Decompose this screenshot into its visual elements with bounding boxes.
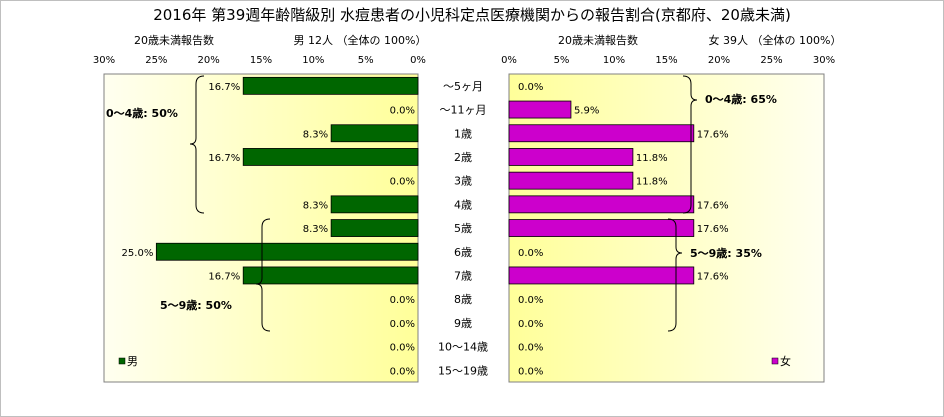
chart-title: 2016年 第39週年齢階級別 水痘患者の小児科定点医療機関からの報告割合(京都… [153,6,791,24]
category-label: 1歳 [454,127,472,140]
category-label: 2歳 [454,151,472,164]
category-label: 9歳 [454,317,472,330]
category-label: 〜5ヶ月 [443,80,483,93]
male-legend-swatch [118,357,126,365]
male-bar [330,195,419,214]
female-brace-label-5-9: 5〜9歳: 35% [690,246,762,260]
left-axis-label: 20歳未満報告数 [134,34,214,47]
male-brace-5-9 [255,218,271,332]
male-value-label: 25.0% [122,248,154,259]
female-value-label: 0.0% [518,248,543,259]
female-bar [508,219,695,237]
male-value-label: 16.7% [208,271,240,282]
female-value-label: 11.8% [636,153,668,164]
male-brace-label-0-4: 0〜4歳: 50% [106,106,178,120]
category-label: 10〜14歳 [438,341,488,354]
male-value-label: 0.0% [390,319,415,330]
male-value-label: 16.7% [208,82,240,93]
female-value-label: 0.0% [518,319,543,330]
male-bar [242,148,419,166]
male-value-label: 8.3% [303,129,328,140]
male-value-label: 0.0% [390,366,415,377]
category-label: 8歳 [454,293,472,306]
male-value-label: 0.0% [390,295,415,306]
male-x-tick-label: 0% [410,55,426,66]
female-value-label: 17.6% [697,224,729,235]
male-bars [155,76,419,285]
female-value-label: 5.9% [574,106,599,117]
male-brace-label-5-9: 5〜9歳: 50% [160,298,232,312]
female-brace-0-4 [682,75,698,214]
female-x-axis: 0% 5% 10% 15% 20% 25% 30% [501,55,835,66]
female-bar [508,100,572,119]
category-label: 〜11ヶ月 [440,104,487,117]
female-bar [508,124,695,143]
male-x-tick-label: 15% [250,55,272,66]
male-legend-label: 男 [127,355,138,368]
male-value-label: 16.7% [208,153,240,164]
category-label: 15〜19歳 [438,364,488,377]
female-bar [508,195,695,214]
male-bar [242,76,419,95]
female-value-label: 17.6% [697,129,729,140]
female-x-tick-label: 0% [501,55,517,66]
category-label: 4歳 [454,198,472,211]
male-value-labels: 16.7% 0.0% 8.3% 16.7% 0.0% 8.3% 8.3% 25.0% 16.7%… [122,82,415,377]
male-x-axis: 30% 25% 20% 15% 10% 5% 0% [93,55,426,66]
female-header: 女 39人 （全体の 100%） [709,33,842,47]
male-bar [242,266,419,285]
male-x-tick-label: 5% [358,55,374,66]
male-value-label: 0.0% [390,177,415,188]
female-x-tick-label: 20% [708,55,730,66]
category-label: 7歳 [454,269,472,282]
male-x-tick-label: 10% [302,55,324,66]
female-x-tick-label: 30% [813,55,835,66]
male-value-label: 0.0% [390,343,415,354]
female-brace-label-0-4: 0〜4歳: 65% [705,92,777,106]
male-bar [330,124,419,143]
category-labels: 〜5ヶ月〜11ヶ月 1歳 2歳 3歳 4歳 5歳 6歳 7歳 8歳 9歳 10〜14歳 15〜19歳 [438,80,488,377]
male-bar [155,242,419,261]
female-value-label: 0.0% [518,295,543,306]
female-bar [508,148,634,166]
female-x-tick-label: 10% [603,55,625,66]
male-header: 男 12人 （全体の 100%） [294,33,427,47]
female-legend-swatch [771,357,779,365]
male-bar [330,219,419,237]
male-brace-0-4 [189,75,205,214]
male-value-label: 8.3% [303,224,328,235]
right-axis-label: 20歳未満報告数 [558,34,638,47]
category-label: 3歳 [454,175,472,188]
female-brace-5-9 [667,218,683,332]
female-x-tick-label: 25% [760,55,782,66]
female-bar [508,266,695,285]
female-value-label: 0.0% [518,366,543,377]
male-x-tick-label: 25% [145,55,167,66]
female-value-label: 11.8% [636,177,668,188]
female-legend-label: 女 [780,354,791,368]
male-x-tick-label: 30% [93,55,115,66]
category-label: 6歳 [454,246,472,259]
male-value-label: 8.3% [303,200,328,211]
male-value-label: 0.0% [390,106,415,117]
female-value-labels: 0.0% 5.9% 17.6% 11.8% 11.8% 17.6% 17.6% 0.0% 17.… [518,82,729,377]
category-label: 5歳 [454,222,472,235]
female-bars [508,100,695,285]
male-x-tick-label: 20% [198,55,220,66]
female-bar [508,171,634,190]
female-value-label: 17.6% [697,200,729,211]
female-x-tick-label: 5% [554,55,570,66]
female-x-tick-label: 15% [655,55,677,66]
female-value-label: 0.0% [518,343,543,354]
female-value-label: 0.0% [518,82,543,93]
female-value-label: 17.6% [697,271,729,282]
